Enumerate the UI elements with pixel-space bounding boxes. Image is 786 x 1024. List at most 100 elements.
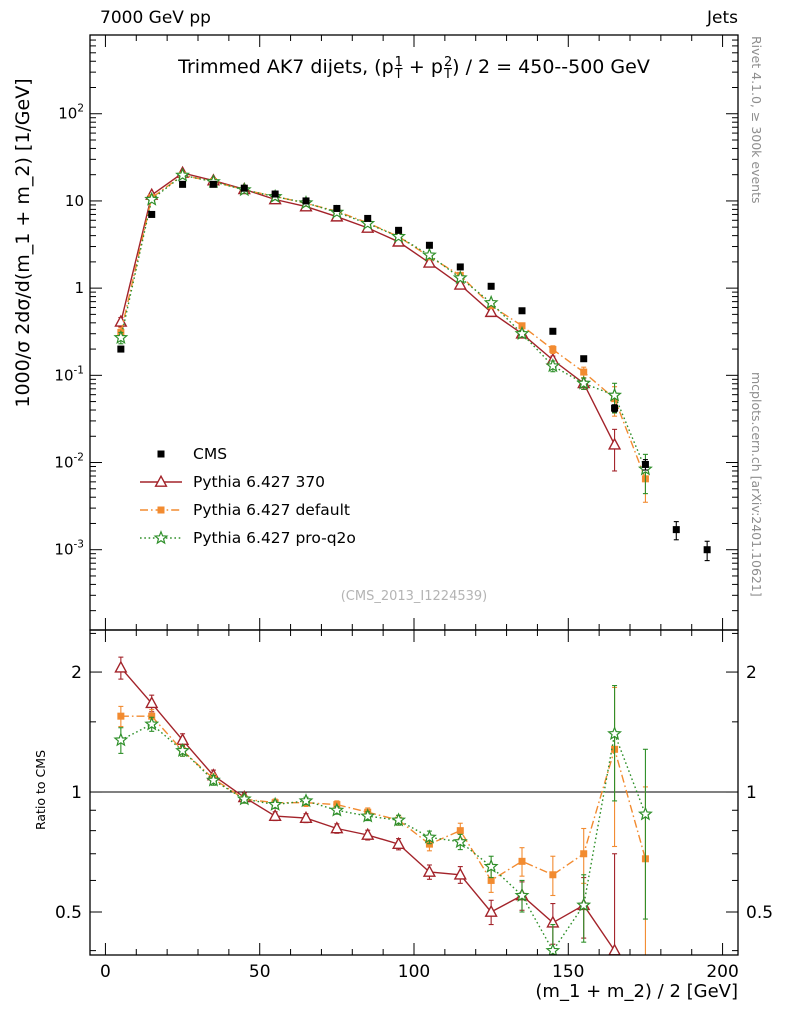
svg-text:1: 1 bbox=[74, 279, 84, 297]
marker bbox=[391, 812, 407, 827]
marker bbox=[421, 247, 437, 262]
svg-text:10-3: 10-3 bbox=[54, 539, 84, 559]
marker bbox=[580, 850, 588, 858]
ratio-panel-series bbox=[90, 656, 738, 955]
plot-title: Trimmed AK7 dijets, (p 1 T + p 2 T) / 2 = 45… bbox=[90, 56, 738, 81]
svg-text:1: 1 bbox=[746, 783, 757, 803]
svg-text:0.5: 0.5 bbox=[746, 903, 773, 923]
marker bbox=[487, 282, 495, 290]
marker bbox=[205, 772, 221, 787]
marker bbox=[422, 864, 437, 877]
svg-text:2: 2 bbox=[71, 663, 82, 683]
marker bbox=[148, 210, 156, 218]
marker bbox=[267, 796, 283, 811]
marker bbox=[422, 255, 437, 268]
marker bbox=[484, 904, 498, 917]
marker bbox=[421, 829, 437, 844]
marker bbox=[114, 660, 128, 673]
marker bbox=[329, 802, 345, 817]
legend-marker-proq2o bbox=[140, 530, 182, 545]
legend-item-cms: CMS bbox=[138, 444, 356, 464]
marker bbox=[607, 387, 623, 402]
marker bbox=[154, 474, 168, 487]
legend-item-pydefault: Pythia 6.427 default bbox=[138, 500, 356, 520]
svg-text:10-2: 10-2 bbox=[54, 452, 84, 472]
marker bbox=[425, 241, 433, 249]
marker bbox=[611, 404, 619, 412]
analysis-watermark: (CMS_2013_I1224539) bbox=[340, 589, 488, 604]
marker bbox=[117, 345, 125, 353]
marker bbox=[580, 355, 588, 363]
marker bbox=[117, 712, 125, 720]
svg-text:150: 150 bbox=[552, 962, 584, 982]
rivet-version-label: Rivet 4.1.0, ≥ 300k events bbox=[749, 36, 764, 204]
series-cms bbox=[117, 180, 711, 562]
marker bbox=[395, 226, 403, 234]
marker bbox=[453, 867, 467, 880]
svg-text:10: 10 bbox=[65, 192, 84, 210]
marker bbox=[607, 437, 622, 450]
legend-label: Pythia 6.427 default bbox=[193, 501, 350, 519]
title-text: ) / 2 = 450--500 GeV bbox=[452, 56, 650, 78]
marker bbox=[549, 327, 557, 335]
marker bbox=[361, 827, 375, 840]
svg-text:1: 1 bbox=[71, 783, 82, 803]
legend-marker-py370 bbox=[140, 474, 182, 487]
beam-energy-label: 7000 GeV pp bbox=[100, 8, 211, 28]
process-label: Jets bbox=[707, 8, 738, 28]
marker bbox=[144, 716, 160, 731]
marker bbox=[268, 808, 282, 822]
svg-text:0.5: 0.5 bbox=[55, 903, 82, 923]
marker bbox=[576, 897, 592, 912]
svg-text:102: 102 bbox=[58, 103, 84, 123]
ratio-series-pydefault bbox=[117, 686, 649, 955]
marker bbox=[144, 191, 160, 206]
svg-text:100: 100 bbox=[398, 962, 430, 982]
marker bbox=[330, 821, 344, 834]
y-axis-label: 1000/σ 2dσ/d(m_1 + m_2) [1/GeV] bbox=[12, 78, 34, 408]
legend-marker-cms bbox=[157, 450, 165, 458]
marker bbox=[452, 270, 468, 285]
svg-text:50: 50 bbox=[249, 962, 271, 982]
legend-marker-pydefault bbox=[140, 506, 182, 514]
marker bbox=[145, 695, 159, 709]
marker bbox=[113, 732, 129, 747]
marker bbox=[483, 294, 499, 310]
marker bbox=[299, 810, 313, 824]
marker bbox=[391, 228, 407, 243]
svg-text:200: 200 bbox=[706, 962, 738, 982]
marker bbox=[114, 314, 128, 327]
marker bbox=[576, 375, 592, 390]
marker bbox=[607, 725, 623, 741]
title-text: p bbox=[430, 56, 443, 78]
legend: CMS Pythia 6.427 370 Pythia 6.427 default P… bbox=[138, 444, 356, 548]
title-text: + bbox=[402, 56, 431, 78]
marker bbox=[175, 742, 191, 757]
marker bbox=[179, 180, 187, 188]
marker bbox=[484, 304, 498, 318]
marker bbox=[175, 167, 191, 182]
series-py370 bbox=[114, 165, 622, 472]
tick-labels: 0 50 100 150 200 102 10 1 10-1 10-2 10-3 0.5 0.5 1 1 2 2 bbox=[54, 103, 773, 982]
marker bbox=[637, 806, 653, 821]
x-axis-label: (m_1 + m_2) / 2 [GeV] bbox=[535, 981, 738, 1002]
legend-label: Pythia 6.427 pro-q2o bbox=[193, 529, 356, 547]
top-panel-series bbox=[113, 165, 711, 562]
marker bbox=[360, 808, 376, 823]
marker bbox=[580, 368, 588, 376]
marker bbox=[240, 184, 248, 192]
marker bbox=[518, 857, 526, 865]
marker bbox=[703, 546, 711, 554]
ratio-series-proq2o bbox=[113, 684, 653, 955]
legend-label: Pythia 6.427 370 bbox=[193, 473, 326, 491]
marker bbox=[298, 793, 314, 808]
marker bbox=[271, 190, 279, 198]
marker bbox=[236, 791, 252, 806]
marker bbox=[453, 277, 467, 290]
marker bbox=[518, 307, 526, 315]
title-text: p bbox=[381, 56, 394, 78]
